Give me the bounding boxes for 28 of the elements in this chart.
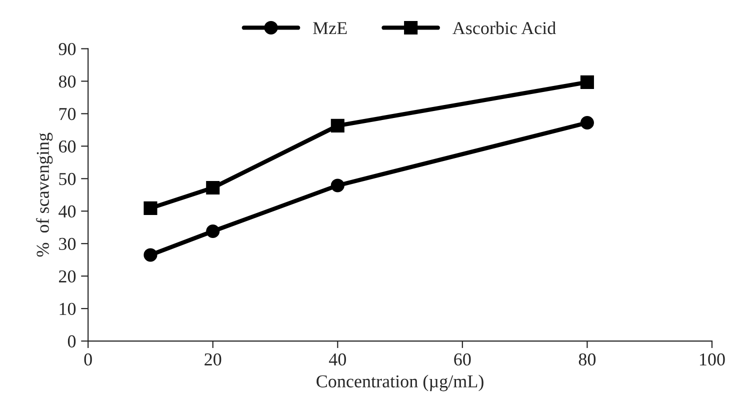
- point: [206, 224, 220, 238]
- x-tick-label: 20: [204, 353, 222, 366]
- y-tick-label: 80: [58, 75, 76, 88]
- point: [330, 118, 344, 132]
- y-tick-label: 70: [59, 108, 76, 120]
- y-tick-label: 30: [59, 238, 76, 250]
- y-tick-label: 90: [58, 42, 76, 56]
- point: [580, 75, 594, 89]
- y-tick-label: 0: [68, 335, 76, 348]
- y-tick-label: 20: [59, 270, 76, 283]
- x-axis-title: Concentration (µg/mL): [316, 374, 484, 392]
- point: [144, 201, 158, 215]
- x-tick-label: 60: [454, 353, 471, 366]
- legend-label: Ascorbic Acid: [452, 22, 556, 34]
- point: [206, 180, 220, 195]
- y-tick-label: 60: [58, 140, 76, 153]
- y-axis-title: % of scavenging: [36, 132, 53, 257]
- legend-label: MzE: [313, 22, 347, 34]
- x-tick-label: 40: [328, 353, 346, 366]
- point: [330, 178, 344, 192]
- point: [144, 248, 158, 262]
- y-tick-label: 50: [59, 172, 76, 186]
- x-tick-label: 100: [700, 353, 725, 366]
- x-tick-label: 0: [84, 353, 92, 366]
- y-tick-label: 10: [60, 302, 76, 315]
- x-tick-label: 80: [578, 353, 596, 366]
- y-tick-label: 40: [58, 205, 76, 218]
- point: [580, 116, 594, 130]
